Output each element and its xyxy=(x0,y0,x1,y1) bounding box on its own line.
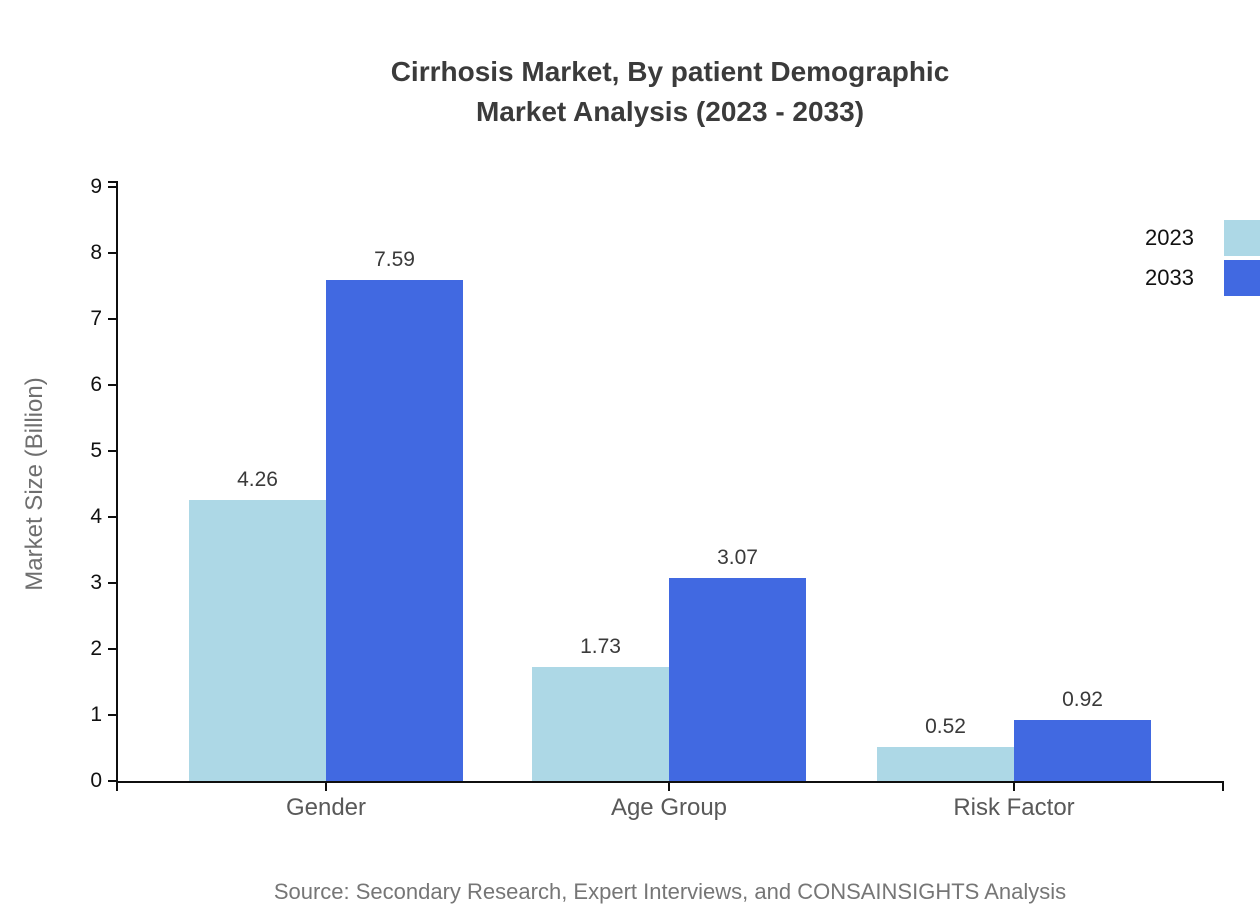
bar-2033-gender xyxy=(326,280,463,781)
bar-2023-risk-factor xyxy=(877,747,1014,781)
y-tick xyxy=(108,582,116,584)
bar-2023-age-group xyxy=(532,667,669,781)
y-axis-top-cap xyxy=(108,181,116,183)
value-label-2033-age-group: 3.07 xyxy=(717,546,758,569)
x-category-label-age-group: Age Group xyxy=(610,794,728,821)
bar-2023-gender xyxy=(189,500,326,781)
y-tick-label: 8 xyxy=(90,241,102,264)
y-tick-label: 6 xyxy=(90,373,102,396)
y-tick-label: 7 xyxy=(90,307,102,330)
y-tick xyxy=(108,714,116,716)
y-axis-line xyxy=(116,181,118,783)
x-axis-right-cap xyxy=(1222,781,1224,791)
chart-title: Cirrhosis Market, By patient Demographic… xyxy=(140,52,1200,132)
value-label-2023-gender: 4.26 xyxy=(237,468,278,491)
y-tick xyxy=(108,252,116,254)
y-tick xyxy=(108,450,116,452)
y-tick-label: 1 xyxy=(90,703,102,726)
source-text: Source: Secondary Research, Expert Inter… xyxy=(273,879,1067,904)
y-tick-label: 9 xyxy=(90,175,102,198)
x-tick xyxy=(325,783,327,791)
y-tick-label: 3 xyxy=(90,571,102,594)
y-tick-label: 5 xyxy=(90,439,102,462)
y-tick xyxy=(108,648,116,650)
value-label-2033-risk-factor: 0.92 xyxy=(1062,688,1103,711)
value-label-2023-age-group: 1.73 xyxy=(580,635,621,658)
x-axis-line xyxy=(116,781,1224,783)
bar-2033-age-group xyxy=(669,578,806,781)
y-tick xyxy=(108,780,116,782)
x-tick xyxy=(668,783,670,791)
value-label-2033-gender: 7.59 xyxy=(374,248,415,271)
bar-2033-risk-factor xyxy=(1014,720,1151,781)
x-axis-left-cap xyxy=(116,781,118,791)
y-tick xyxy=(108,516,116,518)
y-tick xyxy=(108,318,116,320)
x-tick xyxy=(1013,783,1015,791)
y-tick xyxy=(108,384,116,386)
y-tick-label: 2 xyxy=(90,637,102,660)
y-tick xyxy=(108,186,116,188)
x-category-label-gender: Gender xyxy=(285,794,367,821)
y-tick-label: 0 xyxy=(90,769,102,792)
chart-title-line2: Market Analysis (2023 - 2033) xyxy=(475,96,865,127)
value-label-2023-risk-factor: 0.52 xyxy=(925,715,966,738)
x-category-label-risk-factor: Risk Factor xyxy=(953,794,1075,821)
chart-title-line1: Cirrhosis Market, By patient Demographic xyxy=(390,56,950,87)
y-tick-label: 4 xyxy=(90,505,102,528)
